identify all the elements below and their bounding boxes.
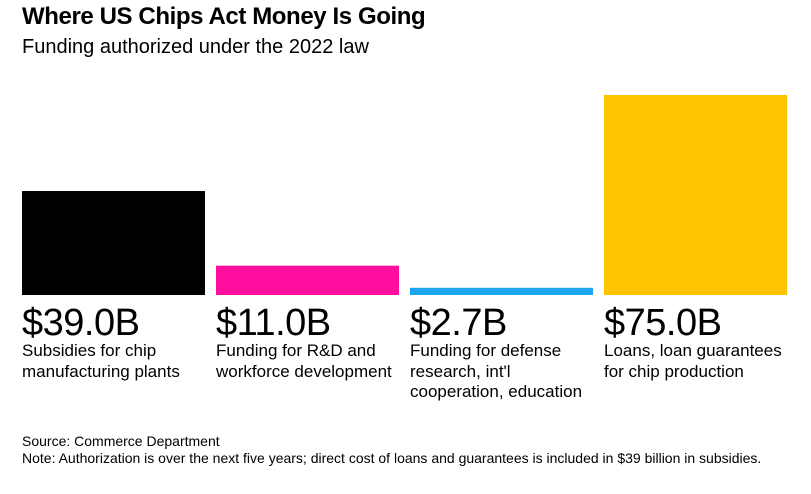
bar-1 xyxy=(22,191,205,295)
bar-category-label: Funding for R&D and workforce developmen… xyxy=(216,341,392,381)
footnote: Note: Authorization is over the next fiv… xyxy=(22,450,762,466)
bar-4 xyxy=(604,95,787,295)
bar-value-label: $2.7B xyxy=(410,302,507,344)
bar-category-label: Funding for defense research, int'l coop… xyxy=(410,341,583,401)
bar-category-label: Loans, loan guarantees for chip producti… xyxy=(604,341,782,381)
chart-subtitle: Funding authorized under the 2022 law xyxy=(22,36,369,58)
bar-2 xyxy=(216,265,399,295)
chart-footer: Source: Commerce Department Note: Author… xyxy=(22,433,797,467)
bar-3 xyxy=(410,287,593,295)
bar-value-label: $11.0B xyxy=(216,302,331,344)
bar-value-label: $39.0B xyxy=(22,302,140,344)
chart-title: Where US Chips Act Money Is Going xyxy=(22,3,426,30)
source-note: Source: Commerce Department xyxy=(22,433,220,449)
bar-category-label: Subsidies for chip manufacturing plants xyxy=(22,341,180,381)
bar-value-label: $75.0B xyxy=(604,302,722,344)
